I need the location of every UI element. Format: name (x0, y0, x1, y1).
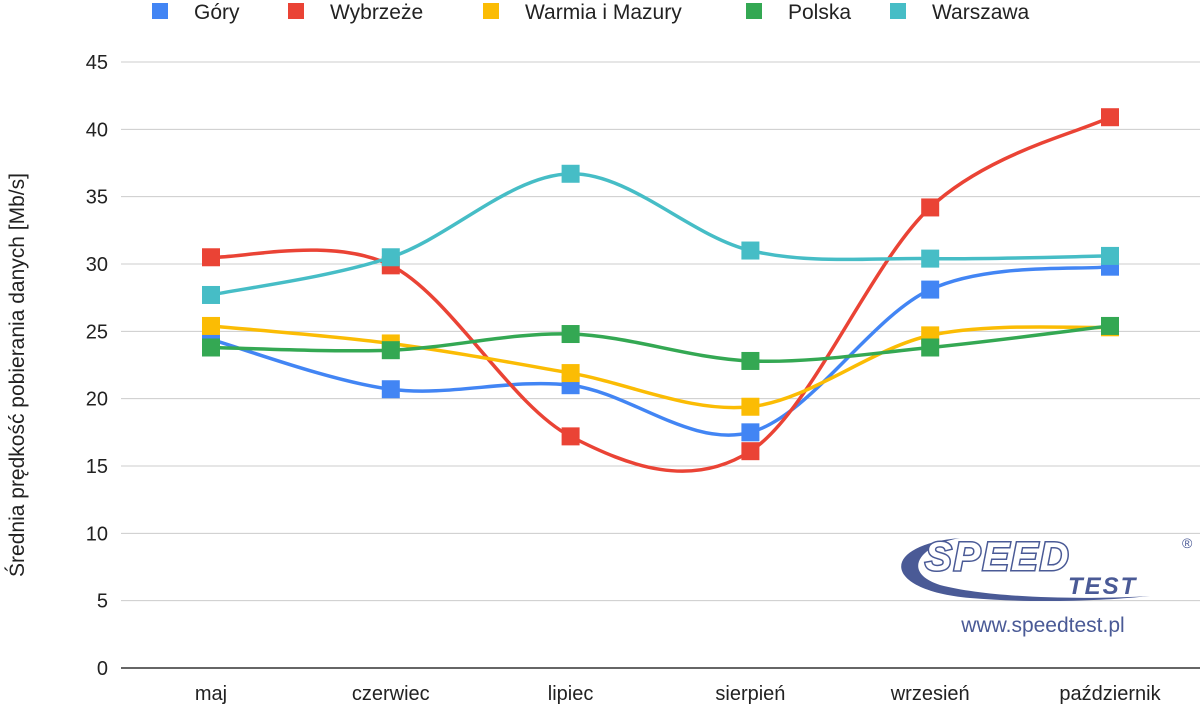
x-tick-label: wrzesień (890, 683, 970, 705)
data-point[interactable] (381, 341, 400, 360)
legend-swatch (890, 3, 906, 19)
data-point[interactable] (741, 397, 760, 416)
data-point[interactable] (1101, 246, 1119, 265)
data-point[interactable] (741, 423, 760, 442)
logo-test: TEST (1068, 573, 1138, 600)
gridlines (121, 61, 1200, 669)
x-tick-label: październik (1059, 683, 1161, 705)
x-tick-label: lipiec (548, 683, 594, 705)
y-tick-label: 45 (86, 52, 108, 74)
series-Warszawa (202, 164, 1119, 304)
legend-swatch (746, 3, 762, 19)
y-tick-label: 35 (86, 187, 108, 209)
legend-item[interactable]: Warmia i Mazury (483, 1, 682, 24)
series-Polska (202, 316, 1119, 370)
legend-label: Wybrzeże (330, 1, 423, 24)
data-point[interactable] (561, 364, 580, 383)
y-tick-label: 0 (97, 658, 108, 680)
data-point[interactable] (741, 351, 760, 370)
x-tick-label: czerwiec (352, 683, 430, 705)
logo-registered: ® (1182, 535, 1193, 551)
legend-item[interactable]: Warszawa (890, 1, 1030, 24)
data-point[interactable] (561, 427, 580, 446)
y-tick-label: 20 (86, 389, 108, 411)
data-point[interactable] (381, 380, 400, 399)
y-tick-label: 5 (97, 591, 108, 613)
data-point[interactable] (1101, 316, 1119, 335)
y-tick-label: 25 (86, 321, 108, 343)
data-point[interactable] (741, 241, 760, 260)
data-point[interactable] (202, 285, 220, 304)
data-point[interactable] (202, 338, 220, 357)
data-point[interactable] (202, 248, 220, 267)
data-point[interactable] (921, 338, 940, 357)
legend-swatch (152, 3, 168, 19)
data-point[interactable] (561, 164, 580, 183)
legend-label: Polska (788, 1, 851, 24)
x-axis-ticks: maj czerwiec lipiec sierpień wrzesień paździe… (195, 683, 1162, 705)
x-tick-label: maj (195, 683, 227, 705)
legend-item[interactable]: Polska (746, 1, 851, 24)
data-point[interactable] (741, 442, 760, 461)
series-line (210, 172, 1111, 297)
data-point[interactable] (921, 198, 940, 217)
series-line (210, 324, 1111, 364)
y-axis-ticks: 0 5 10 15 20 25 30 35 40 45 (86, 52, 108, 680)
legend-label: Warmia i Mazury (525, 1, 682, 24)
speedtest-logo: SPEED TEST ® www.speedtest.pl (901, 534, 1193, 637)
x-tick-label: sierpień (715, 683, 785, 705)
data-point[interactable] (921, 280, 940, 299)
data-point[interactable] (381, 248, 400, 267)
y-tick-label: 30 (86, 254, 108, 276)
data-point[interactable] (561, 325, 580, 344)
y-axis-label: Średnia prędkość pobierania danych [Mb/s… (5, 173, 29, 577)
legend-label: Góry (194, 1, 240, 24)
legend-item[interactable]: Wybrzeże (288, 1, 423, 24)
series-line (210, 264, 1111, 437)
logo-speed: SPEED (925, 535, 1071, 579)
legend-swatch (483, 3, 499, 19)
series-line (210, 324, 1111, 410)
series-group (202, 108, 1119, 473)
y-tick-label: 40 (86, 119, 108, 141)
legend-label: Warszawa (932, 1, 1030, 24)
y-tick-label: 15 (86, 456, 108, 478)
logo-url: www.speedtest.pl (960, 614, 1124, 637)
data-point[interactable] (921, 249, 940, 268)
data-point[interactable] (202, 316, 220, 335)
legend-swatch (288, 3, 304, 19)
data-point[interactable] (1101, 108, 1119, 127)
legend: Góry Wybrzeże Warmia i Mazury Polska Warszaw… (152, 1, 1030, 24)
legend-item[interactable]: Góry (152, 1, 240, 24)
y-tick-label: 10 (86, 523, 108, 545)
